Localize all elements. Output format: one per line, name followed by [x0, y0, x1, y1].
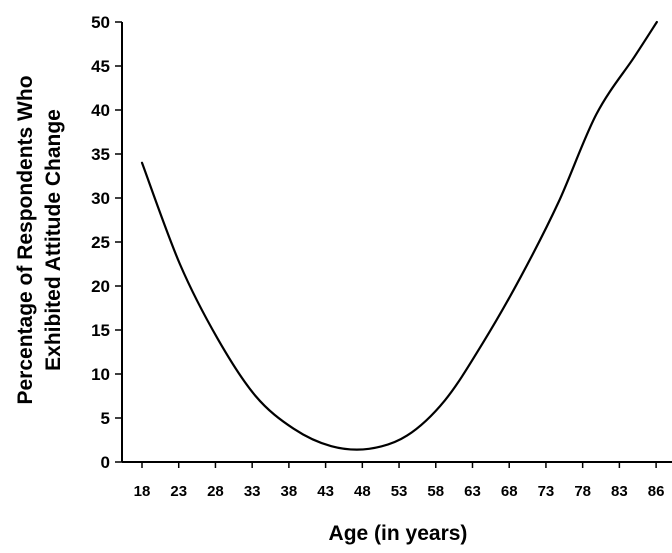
x-tick-label-2: 28 [207, 483, 224, 500]
y-tick-label-4: 20 [91, 277, 110, 296]
x-tick-label-9: 63 [464, 483, 481, 500]
x-tick-label-5: 43 [317, 483, 334, 500]
x-axis-ticks: 18 23 28 33 38 43 48 53 58 63 68 73 78 83 86 [134, 462, 665, 500]
x-tick-label-12: 78 [574, 483, 591, 500]
y-tick-label-7: 35 [91, 145, 110, 164]
y-tick-label-0: 0 [101, 453, 110, 472]
x-tick-label-11: 73 [538, 483, 555, 500]
x-tick-label-4: 38 [281, 483, 298, 500]
y-tick-label-2: 10 [91, 365, 110, 384]
y-tick-label-5: 25 [91, 233, 110, 252]
x-tick-label-7: 53 [391, 483, 408, 500]
y-tick-label-1: 5 [101, 409, 110, 428]
y-axis-ticks: 0 5 10 15 20 25 30 35 40 45 50 [91, 13, 122, 472]
x-tick-label-1: 23 [170, 483, 187, 500]
series-line [140, 20, 658, 451]
y-tick-label-8: 40 [91, 101, 110, 120]
x-tick-label-6: 48 [354, 483, 371, 500]
y-tick-label-6: 30 [91, 189, 110, 208]
x-tick-label-10: 68 [501, 483, 518, 500]
axes [121, 22, 672, 463]
x-tick-label-14: 86 [648, 483, 665, 500]
x-axis-title: Age (in years) [329, 522, 468, 545]
x-tick-label-3: 33 [244, 483, 261, 500]
y-tick-label-10: 50 [91, 13, 110, 32]
y-axis-title-line-1: Percentage of Respondents Who [14, 75, 37, 404]
y-tick-label-9: 45 [91, 57, 110, 76]
y-axis-title-line-2: Exhibited Attitude Change [42, 109, 65, 371]
x-tick-label-0: 18 [134, 483, 151, 500]
x-tick-label-8: 58 [427, 483, 444, 500]
y-axis-title: Percentage of Respondents Who Exhibited … [14, 75, 65, 404]
y-tick-label-3: 15 [91, 321, 110, 340]
x-tick-label-13: 83 [611, 483, 628, 500]
